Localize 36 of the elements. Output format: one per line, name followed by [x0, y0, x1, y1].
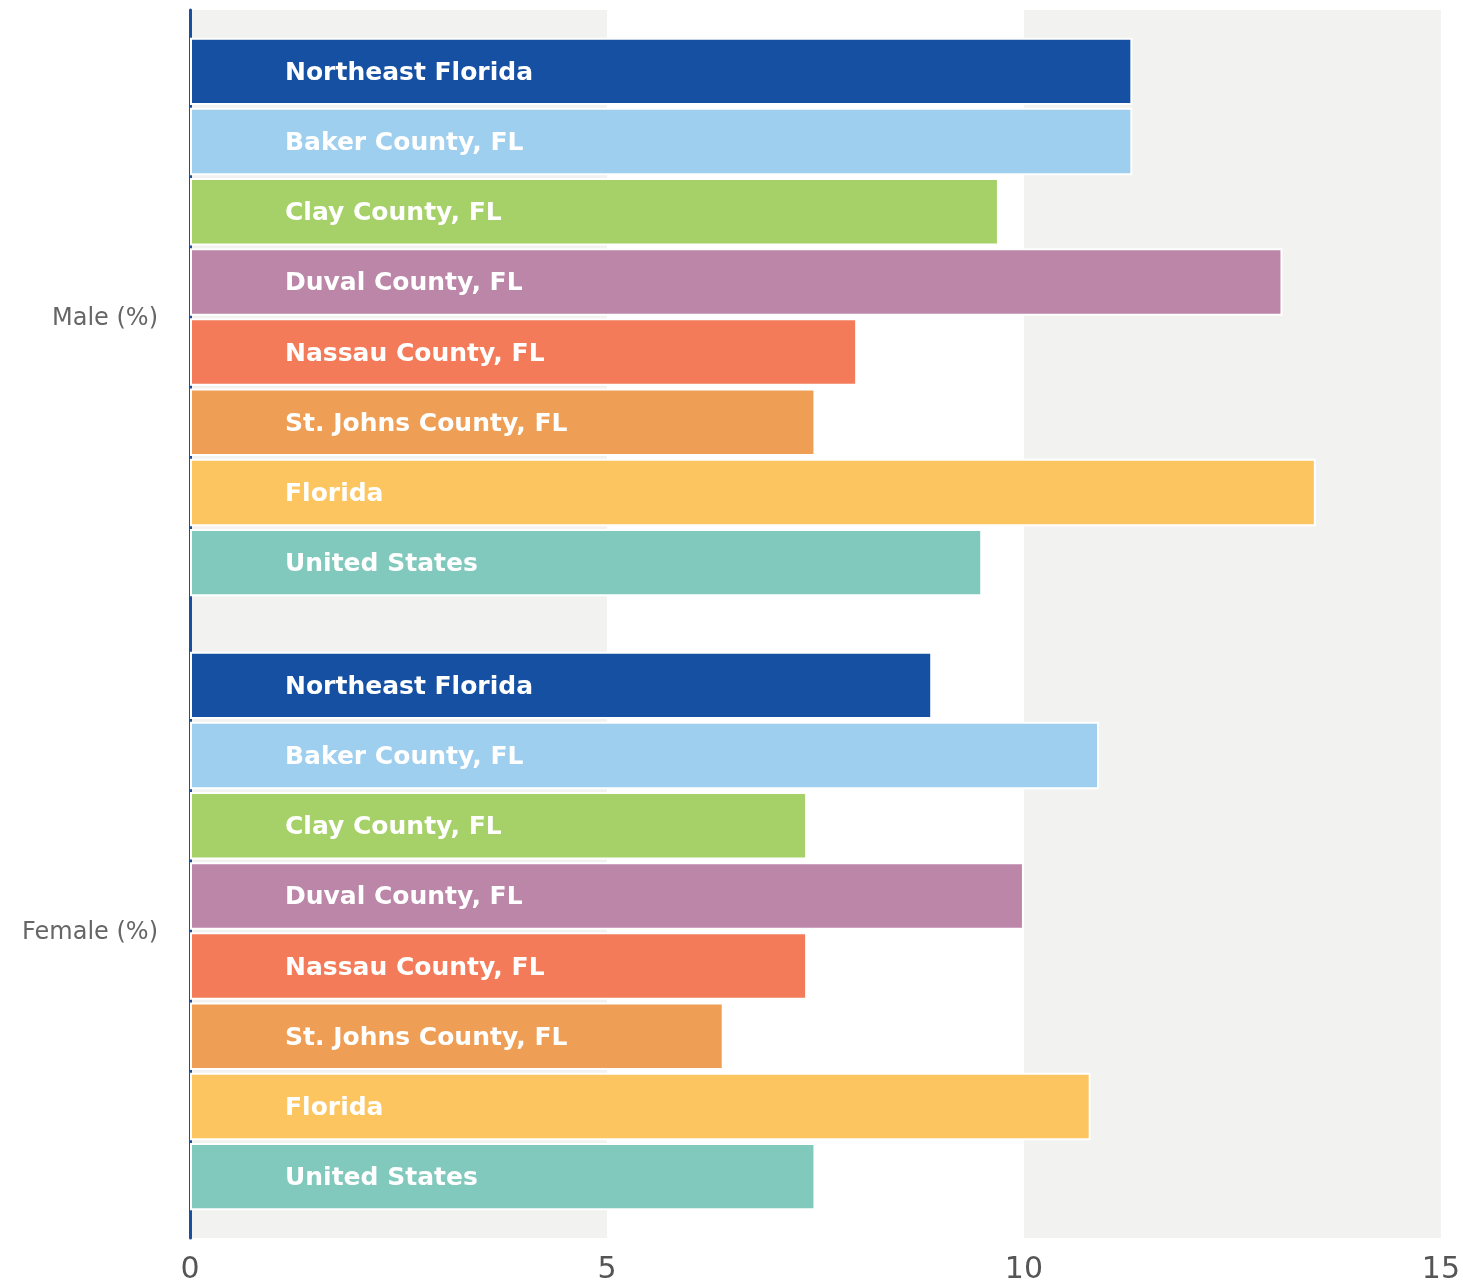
bar	[190, 791, 808, 860]
text: United States	[285, 548, 478, 578]
text: Florida	[285, 1091, 384, 1121]
series-label: Duval County, FL	[285, 267, 523, 297]
text: Duval County, FL	[285, 881, 523, 911]
bar	[190, 248, 1283, 316]
bar	[190, 177, 999, 246]
bar	[190, 1002, 724, 1071]
bar	[190, 528, 983, 597]
text: Clay County, FL	[285, 811, 502, 841]
x-tick-label: 15	[1421, 1249, 1461, 1282]
x-tick-label: 10	[1004, 1249, 1044, 1282]
bar	[190, 388, 816, 457]
bar	[190, 107, 1133, 176]
series-label: Baker County, FL	[285, 127, 524, 157]
series-label: St. Johns County, FL	[285, 407, 568, 437]
bar	[190, 1142, 816, 1211]
series-label: Clay County, FL	[285, 197, 502, 227]
x-tick-label: 5	[597, 1249, 617, 1282]
text: St. Johns County, FL	[285, 1021, 568, 1051]
bar	[190, 318, 858, 386]
y-tick-label: Female (%)	[22, 917, 158, 945]
bar	[190, 862, 1024, 930]
text: Nassau County, FL	[285, 951, 545, 981]
x-tick-label: 0	[180, 1249, 200, 1282]
series-label: Florida	[285, 477, 384, 507]
series-label: United States	[285, 1162, 478, 1192]
bar	[190, 721, 1099, 790]
series-label: Nassau County, FL	[285, 337, 545, 367]
bar	[190, 1072, 1091, 1141]
text: Northeast Florida	[285, 670, 534, 700]
y-tick-label: Male (%)	[51, 303, 158, 331]
text: Baker County, FL	[285, 741, 524, 771]
bar	[190, 932, 808, 1000]
series-label: Northeast Florida	[285, 56, 534, 86]
bar	[190, 458, 1316, 527]
